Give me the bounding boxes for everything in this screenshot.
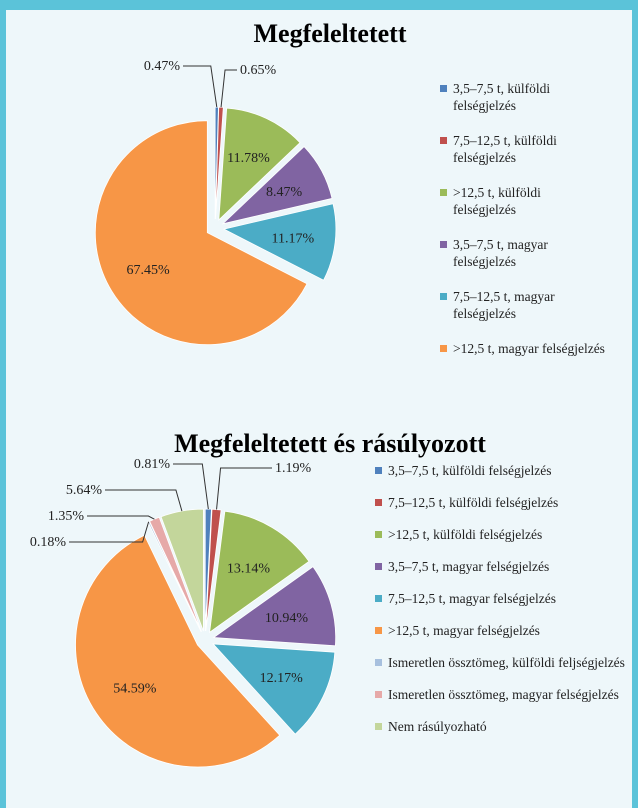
- legend-item: Ismeretlen össztömeg, külföldi feljségje…: [375, 654, 630, 671]
- legend-swatch: [375, 627, 382, 634]
- pie-slice: [204, 508, 212, 632]
- data-label: 0.65%: [240, 63, 277, 78]
- legend-item: Ismeretlen össztömeg, magyar felségjelzé…: [375, 686, 630, 703]
- legend-label: >12,5 t, magyar felségjelzés: [388, 623, 540, 638]
- data-label: 1.19%: [275, 461, 312, 476]
- legend-item: 3,5–7,5 t, magyar felségjelzés: [440, 236, 605, 270]
- legend-swatch: [375, 563, 382, 570]
- leader-line: [69, 521, 150, 543]
- legend-label: Ismeretlen össztömeg, magyar felségjelzé…: [388, 687, 619, 702]
- legend-item: 7,5–12,5 t, külföldi felségjelzés: [440, 132, 605, 166]
- legend-swatch: [375, 531, 382, 538]
- data-label: 11.17%: [272, 232, 315, 247]
- legend-item: >12,5 t, külföldi felségjelzés: [440, 184, 605, 218]
- legend-item: >12,5 t, magyar felségjelzés: [375, 622, 630, 639]
- leader-line: [173, 463, 209, 510]
- legend-swatch: [440, 241, 447, 248]
- data-label: 10.94%: [265, 611, 309, 626]
- pie-slice: [205, 508, 222, 632]
- pie-slice: [212, 643, 336, 735]
- legend-swatch: [440, 189, 447, 196]
- data-label: 67.45%: [126, 263, 170, 278]
- legend-label: Nem rásúlyozható: [388, 719, 487, 734]
- data-label: 12.17%: [260, 671, 304, 686]
- data-label: 0.18%: [30, 535, 67, 550]
- leader-line: [105, 489, 183, 512]
- legend-item: 3,5–7,5 t, külföldi felségjelzés: [375, 462, 630, 479]
- legend-label: 3,5–7,5 t, magyar felségjelzés: [388, 559, 550, 574]
- legend-item: Nem rásúlyozható: [375, 718, 630, 735]
- legend-swatch: [375, 691, 382, 698]
- pie-slice: [212, 566, 337, 647]
- legend-label: >12,5 t, külföldi felségjelzés: [388, 527, 543, 542]
- data-label: 54.59%: [113, 681, 157, 696]
- legend-label: 7,5–12,5 t, külföldi felségjelzés: [388, 495, 559, 510]
- legend-label: 3,5–7,5 t, külföldi felségjelzés: [453, 81, 551, 113]
- data-label: 11.78%: [227, 151, 270, 166]
- legend-item: 3,5–7,5 t, külföldi felségjelzés: [440, 80, 605, 114]
- pie-slice: [222, 203, 337, 281]
- pie-slice: [218, 107, 301, 221]
- data-label: 0.81%: [134, 457, 171, 472]
- legend: 3,5–7,5 t, külföldi felségjelzés 7,5–12,5…: [375, 462, 630, 735]
- legend-swatch: [440, 137, 447, 144]
- legend-label: 3,5–7,5 t, magyar felségjelzés: [453, 237, 548, 269]
- legend-swatch: [440, 345, 447, 352]
- pie-slice: [75, 534, 281, 768]
- data-label: 1.35%: [48, 509, 85, 524]
- pie-slice: [94, 120, 308, 346]
- leader-line: [183, 65, 218, 108]
- legend-label: 7,5–12,5 t, külföldi felségjelzés: [453, 133, 557, 165]
- leader-line: [220, 69, 237, 108]
- legend: 3,5–7,5 t, külföldi felségjelzés 7,5–12,5…: [440, 80, 605, 357]
- legend-label: 7,5–12,5 t, magyar felségjelzés: [453, 289, 555, 321]
- chart-title: Megfeleltetett: [254, 19, 407, 48]
- data-label: 13.14%: [227, 561, 271, 576]
- legend-swatch: [375, 659, 382, 666]
- legend-swatch: [375, 499, 382, 506]
- leader-line: [216, 467, 272, 510]
- legend-item: >12,5 t, külföldi felségjelzés: [375, 526, 630, 543]
- chart-title: Megfeleltetett és rásúlyozott: [174, 429, 486, 458]
- legend-item: 7,5–12,5 t, magyar felségjelzés: [375, 590, 630, 607]
- legend-label: 7,5–12,5 t, magyar felségjelzés: [388, 591, 556, 606]
- legend-swatch: [375, 467, 382, 474]
- pie-slice: [209, 510, 310, 634]
- legend-swatch: [440, 85, 447, 92]
- legend-label: >12,5 t, külföldi felségjelzés: [453, 185, 541, 217]
- legend-item: 3,5–7,5 t, magyar felségjelzés: [375, 558, 630, 575]
- leader-line: [87, 515, 155, 520]
- pie-slice: [160, 508, 204, 632]
- legend-label: >12,5 t, magyar felségjelzés: [453, 341, 605, 356]
- data-label: 0.47%: [144, 59, 181, 74]
- legend-item: 7,5–12,5 t, magyar felségjelzés: [440, 288, 605, 322]
- legend-item: 7,5–12,5 t, külföldi felségjelzés: [375, 494, 630, 511]
- pie-slice: [221, 145, 333, 225]
- data-label: 5.64%: [66, 483, 103, 498]
- legend-swatch: [440, 293, 447, 300]
- legend-swatch: [375, 723, 382, 730]
- legend-label: Ismeretlen össztömeg, külföldi feljségje…: [388, 655, 625, 670]
- data-label: 8.47%: [266, 185, 303, 200]
- legend-item: >12,5 t, magyar felségjelzés: [440, 340, 605, 357]
- legend-label: 3,5–7,5 t, külföldi felségjelzés: [388, 463, 552, 478]
- legend-swatch: [375, 595, 382, 602]
